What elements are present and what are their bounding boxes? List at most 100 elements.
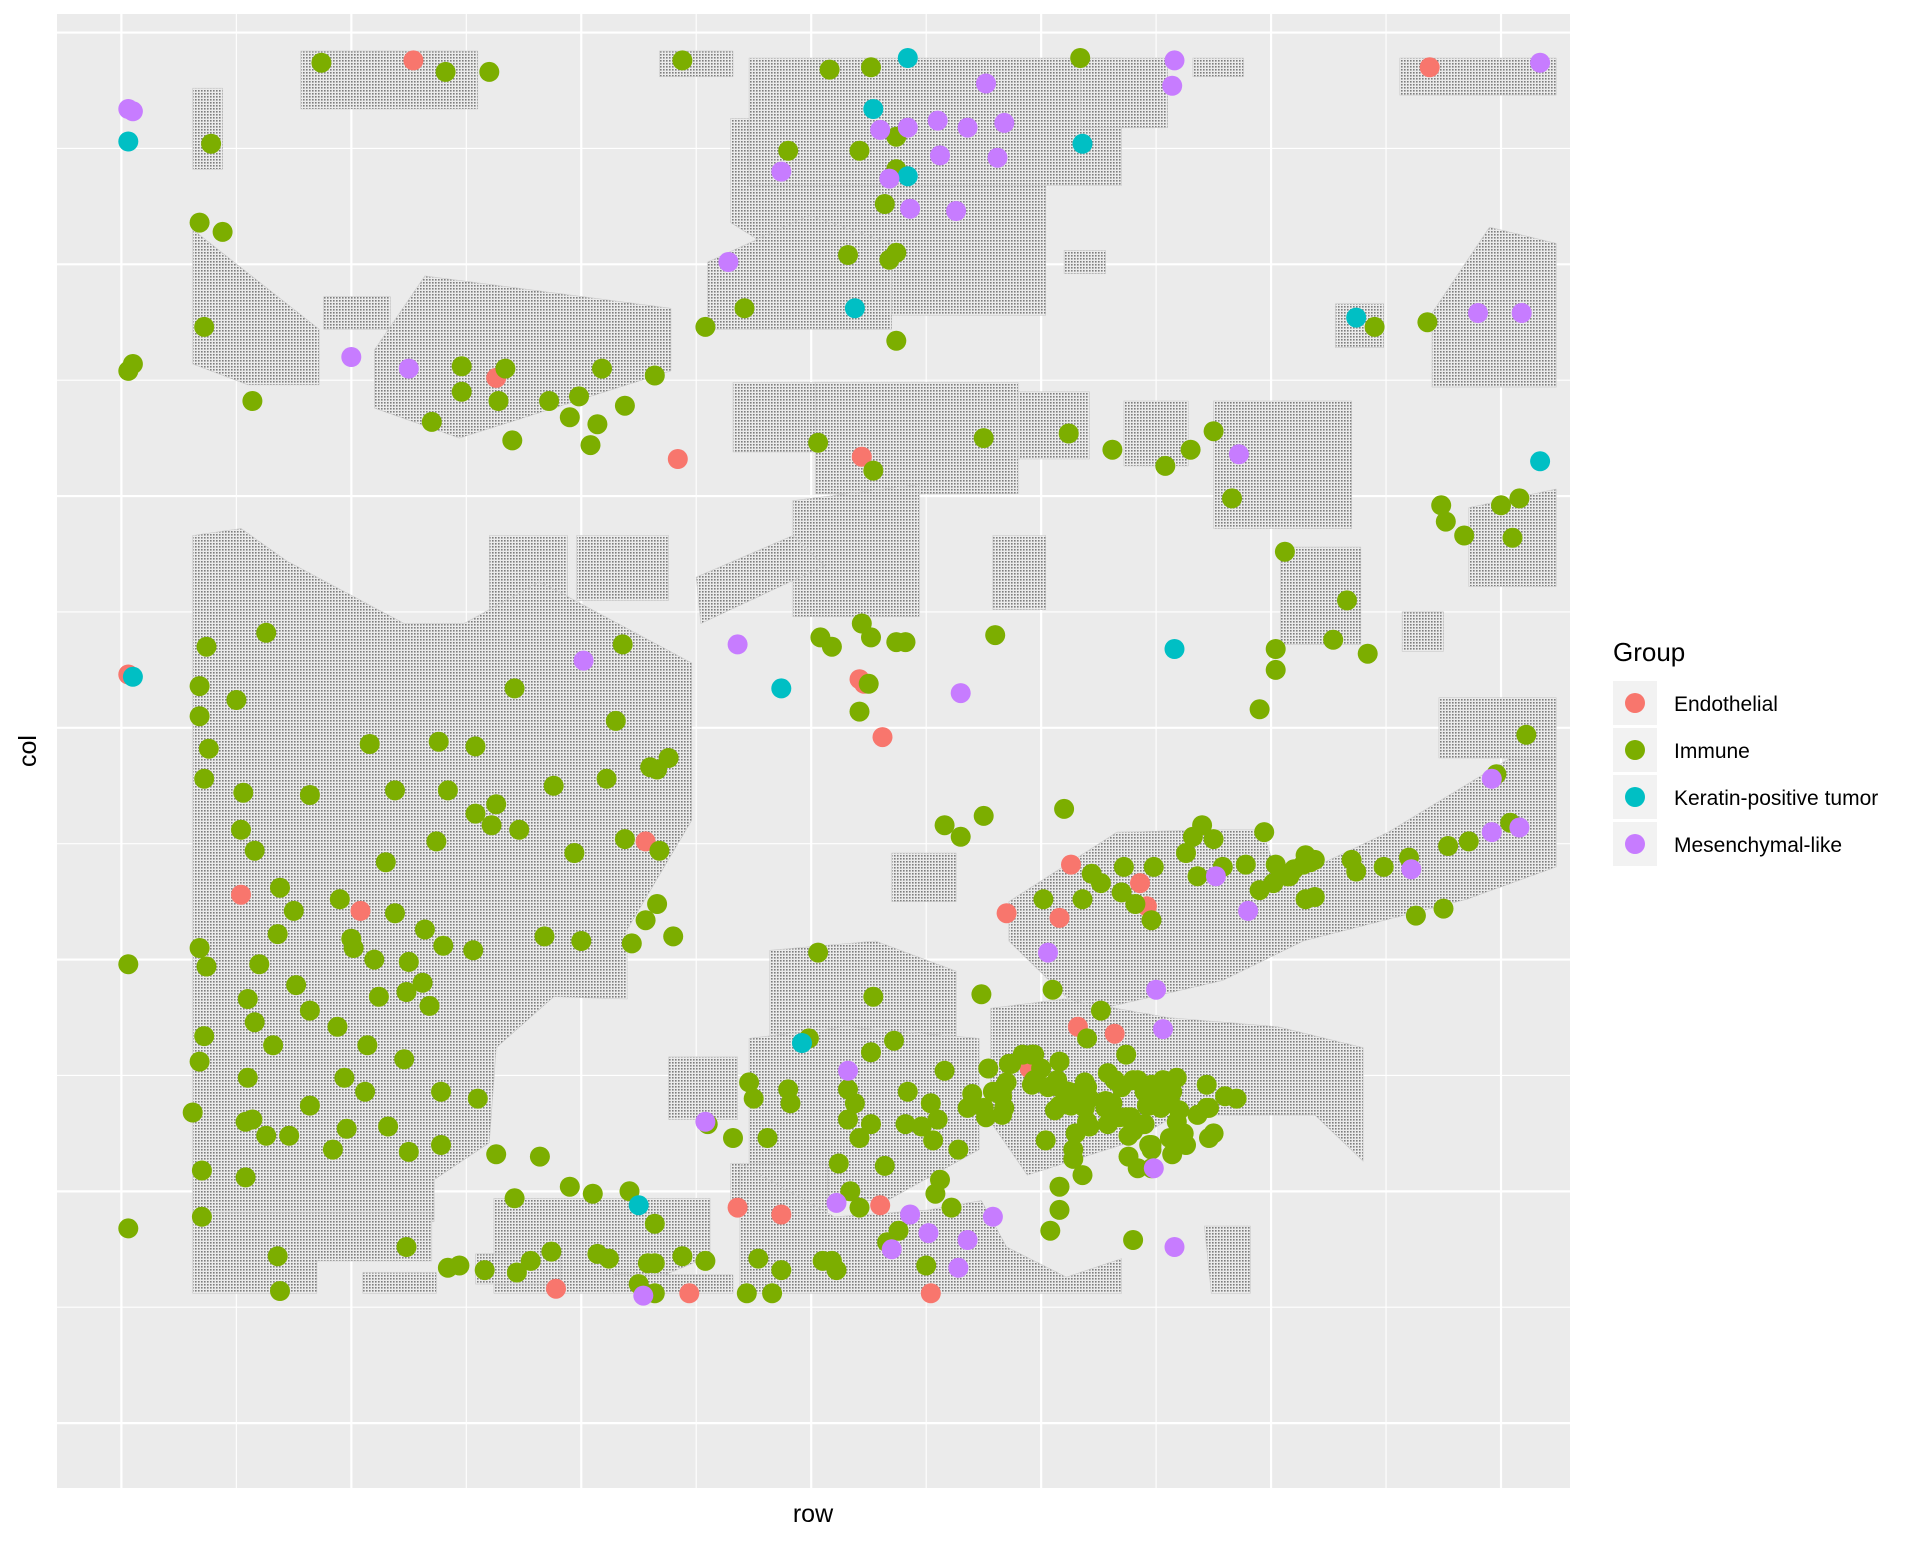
data-point [1364, 316, 1385, 337]
data-point [463, 940, 484, 961]
data-point [672, 1246, 693, 1267]
data-point [978, 1058, 999, 1079]
data-point [1042, 979, 1063, 1000]
data-point [1182, 826, 1203, 847]
data-point [874, 194, 895, 214]
data-point [1433, 898, 1454, 919]
tissue-region [192, 1211, 433, 1294]
tissue-region [891, 852, 957, 902]
data-point [844, 298, 865, 319]
data-point [612, 634, 633, 655]
data-point [663, 926, 684, 947]
data-point [580, 435, 601, 456]
data-point [879, 249, 900, 270]
data-point [286, 975, 307, 996]
data-point [973, 428, 994, 449]
data-point [957, 1230, 978, 1250]
data-point [541, 1241, 562, 1262]
tissue-region [192, 528, 692, 1222]
data-point [863, 460, 884, 481]
data-point [695, 1111, 716, 1132]
data-point [368, 986, 389, 1007]
data-point [679, 1283, 700, 1304]
data-point [1187, 1104, 1208, 1125]
data-point [985, 625, 1006, 646]
tissue-region [1204, 1225, 1251, 1294]
data-point [1530, 52, 1551, 73]
data-point [488, 391, 509, 411]
data-point [897, 166, 918, 187]
data-point [778, 140, 799, 161]
data-point [614, 395, 635, 416]
data-point [244, 1012, 265, 1033]
data-point [1274, 541, 1295, 562]
data-point [385, 903, 405, 924]
data-point [359, 734, 380, 754]
tissue-region [1213, 400, 1352, 529]
data-point [1058, 1081, 1079, 1102]
data-point [355, 1081, 376, 1102]
data-point [249, 954, 270, 975]
data-point [849, 140, 870, 161]
data-point [771, 1204, 792, 1225]
data-point [191, 1206, 212, 1227]
data-point [870, 119, 891, 140]
data-point [189, 1051, 210, 1072]
data-point [895, 632, 916, 653]
data-point [1072, 1081, 1093, 1102]
data-point [182, 1102, 203, 1123]
data-point [992, 1104, 1013, 1125]
data-point [792, 1033, 812, 1053]
data-point [957, 1097, 978, 1118]
data-point [1203, 829, 1224, 850]
data-point [364, 949, 385, 970]
tissue-region [1017, 391, 1090, 460]
data-point [385, 780, 405, 801]
tissue-region [192, 87, 223, 170]
data-point [920, 1093, 941, 1114]
data-point [1049, 1199, 1070, 1220]
data-point [1090, 1000, 1111, 1021]
data-point [1491, 495, 1511, 516]
data-point [573, 650, 594, 671]
data-point [1113, 856, 1134, 877]
data-point [838, 1079, 858, 1100]
data-point [270, 877, 290, 898]
data-point [1109, 1107, 1130, 1128]
data-point [520, 1250, 541, 1271]
legend-title: Group [1613, 637, 1685, 667]
tissue-region [300, 50, 479, 110]
data-point [465, 803, 486, 824]
data-point [237, 989, 258, 1009]
data-point [723, 1128, 743, 1148]
tissue-region [1123, 400, 1189, 467]
data-point [771, 1260, 792, 1281]
data-point [838, 1109, 858, 1130]
data-point [1405, 905, 1426, 926]
data-point [267, 924, 288, 945]
data-point [1061, 854, 1081, 875]
data-point [504, 678, 525, 699]
legend-entry-label: Keratin-positive tumor [1674, 787, 1878, 810]
data-point [826, 1192, 847, 1213]
data-point [840, 1181, 861, 1202]
data-point [1173, 1123, 1194, 1144]
data-point [647, 894, 668, 914]
data-point [858, 673, 879, 694]
data-point [1357, 643, 1378, 664]
data-point [927, 1109, 948, 1130]
data-point [587, 414, 608, 435]
data-point [201, 133, 222, 154]
data-point [198, 738, 219, 759]
data-point [1150, 1086, 1171, 1107]
data-point [189, 706, 210, 727]
data-point [1187, 866, 1208, 887]
data-point [1090, 873, 1111, 894]
data-point [1040, 1220, 1061, 1241]
data-point [633, 1285, 654, 1306]
data-point [394, 1049, 415, 1070]
data-point [748, 1248, 769, 1269]
data-point [231, 819, 251, 840]
data-point [1249, 699, 1270, 720]
data-point [771, 161, 792, 182]
